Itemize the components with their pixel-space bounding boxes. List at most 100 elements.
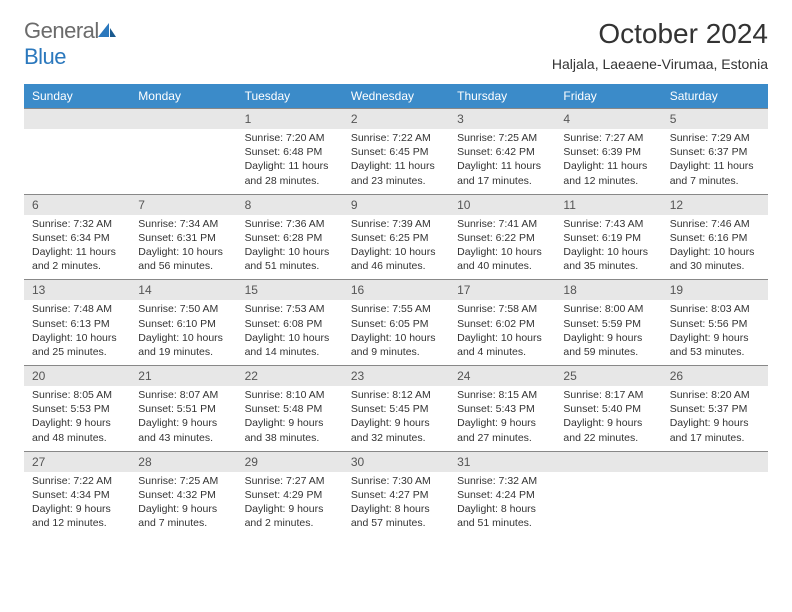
day-header: Tuesday <box>237 84 343 109</box>
day-details: Sunrise: 8:05 AMSunset: 5:53 PMDaylight:… <box>24 386 130 451</box>
sunset-text: Sunset: 4:34 PM <box>32 488 122 502</box>
calendar-cell: 15Sunrise: 7:53 AMSunset: 6:08 PMDayligh… <box>237 280 343 366</box>
sunset-text: Sunset: 6:37 PM <box>670 145 760 159</box>
sunset-text: Sunset: 6:25 PM <box>351 231 441 245</box>
sunset-text: Sunset: 6:39 PM <box>563 145 653 159</box>
day-details <box>24 129 130 187</box>
calendar-cell: 23Sunrise: 8:12 AMSunset: 5:45 PMDayligh… <box>343 366 449 452</box>
calendar-cell: 3Sunrise: 7:25 AMSunset: 6:42 PMDaylight… <box>449 109 555 195</box>
day-details: Sunrise: 8:20 AMSunset: 5:37 PMDaylight:… <box>662 386 768 451</box>
day-details: Sunrise: 8:03 AMSunset: 5:56 PMDaylight:… <box>662 300 768 365</box>
daylight-text: Daylight: 9 hours and 53 minutes. <box>670 331 760 359</box>
calendar-week-row: 6Sunrise: 7:32 AMSunset: 6:34 PMDaylight… <box>24 194 768 280</box>
day-details: Sunrise: 8:15 AMSunset: 5:43 PMDaylight:… <box>449 386 555 451</box>
sunrise-text: Sunrise: 8:03 AM <box>670 302 760 316</box>
calendar-cell: 24Sunrise: 8:15 AMSunset: 5:43 PMDayligh… <box>449 366 555 452</box>
day-number: 19 <box>662 280 768 300</box>
sunrise-text: Sunrise: 7:43 AM <box>563 217 653 231</box>
day-number: 4 <box>555 109 661 129</box>
calendar-cell: 19Sunrise: 8:03 AMSunset: 5:56 PMDayligh… <box>662 280 768 366</box>
day-details: Sunrise: 7:48 AMSunset: 6:13 PMDaylight:… <box>24 300 130 365</box>
sunrise-text: Sunrise: 7:58 AM <box>457 302 547 316</box>
day-number: 20 <box>24 366 130 386</box>
day-details: Sunrise: 7:20 AMSunset: 6:48 PMDaylight:… <box>237 129 343 194</box>
sunset-text: Sunset: 5:45 PM <box>351 402 441 416</box>
day-details: Sunrise: 7:32 AMSunset: 4:24 PMDaylight:… <box>449 472 555 537</box>
day-header: Friday <box>555 84 661 109</box>
sunset-text: Sunset: 6:19 PM <box>563 231 653 245</box>
title-block: October 2024 Haljala, Laeaene-Virumaa, E… <box>552 18 768 80</box>
day-details: Sunrise: 7:32 AMSunset: 6:34 PMDaylight:… <box>24 215 130 280</box>
daylight-text: Daylight: 8 hours and 57 minutes. <box>351 502 441 530</box>
day-details <box>555 472 661 530</box>
calendar-cell: 13Sunrise: 7:48 AMSunset: 6:13 PMDayligh… <box>24 280 130 366</box>
sunrise-text: Sunrise: 7:30 AM <box>351 474 441 488</box>
sunrise-text: Sunrise: 8:10 AM <box>245 388 335 402</box>
logo-general-text: General <box>24 18 99 43</box>
day-number: 9 <box>343 195 449 215</box>
sunrise-text: Sunrise: 7:32 AM <box>32 217 122 231</box>
day-number <box>24 109 130 129</box>
calendar-cell: 8Sunrise: 7:36 AMSunset: 6:28 PMDaylight… <box>237 194 343 280</box>
sunrise-text: Sunrise: 7:29 AM <box>670 131 760 145</box>
sunset-text: Sunset: 5:51 PM <box>138 402 228 416</box>
calendar-cell: 7Sunrise: 7:34 AMSunset: 6:31 PMDaylight… <box>130 194 236 280</box>
daylight-text: Daylight: 10 hours and 19 minutes. <box>138 331 228 359</box>
sunrise-text: Sunrise: 7:34 AM <box>138 217 228 231</box>
calendar-cell: 29Sunrise: 7:27 AMSunset: 4:29 PMDayligh… <box>237 451 343 536</box>
calendar-cell: 4Sunrise: 7:27 AMSunset: 6:39 PMDaylight… <box>555 109 661 195</box>
sunset-text: Sunset: 6:34 PM <box>32 231 122 245</box>
day-number: 6 <box>24 195 130 215</box>
day-number <box>130 109 236 129</box>
daylight-text: Daylight: 9 hours and 48 minutes. <box>32 416 122 444</box>
sunrise-text: Sunrise: 8:05 AM <box>32 388 122 402</box>
day-number: 26 <box>662 366 768 386</box>
calendar-cell: 12Sunrise: 7:46 AMSunset: 6:16 PMDayligh… <box>662 194 768 280</box>
sunrise-text: Sunrise: 7:46 AM <box>670 217 760 231</box>
sunset-text: Sunset: 5:48 PM <box>245 402 335 416</box>
day-number: 8 <box>237 195 343 215</box>
day-number: 12 <box>662 195 768 215</box>
day-details: Sunrise: 7:39 AMSunset: 6:25 PMDaylight:… <box>343 215 449 280</box>
day-details: Sunrise: 8:17 AMSunset: 5:40 PMDaylight:… <box>555 386 661 451</box>
calendar-cell: 18Sunrise: 8:00 AMSunset: 5:59 PMDayligh… <box>555 280 661 366</box>
calendar-cell: 22Sunrise: 8:10 AMSunset: 5:48 PMDayligh… <box>237 366 343 452</box>
location-text: Haljala, Laeaene-Virumaa, Estonia <box>552 56 768 72</box>
sunset-text: Sunset: 6:05 PM <box>351 317 441 331</box>
daylight-text: Daylight: 10 hours and 30 minutes. <box>670 245 760 273</box>
day-number: 1 <box>237 109 343 129</box>
daylight-text: Daylight: 11 hours and 17 minutes. <box>457 159 547 187</box>
day-details: Sunrise: 8:07 AMSunset: 5:51 PMDaylight:… <box>130 386 236 451</box>
day-number: 18 <box>555 280 661 300</box>
day-number: 17 <box>449 280 555 300</box>
calendar-week-row: 1Sunrise: 7:20 AMSunset: 6:48 PMDaylight… <box>24 109 768 195</box>
calendar-cell: 10Sunrise: 7:41 AMSunset: 6:22 PMDayligh… <box>449 194 555 280</box>
sunset-text: Sunset: 6:08 PM <box>245 317 335 331</box>
day-header: Monday <box>130 84 236 109</box>
sunrise-text: Sunrise: 7:53 AM <box>245 302 335 316</box>
calendar-cell: 30Sunrise: 7:30 AMSunset: 4:27 PMDayligh… <box>343 451 449 536</box>
day-number: 5 <box>662 109 768 129</box>
day-number: 10 <box>449 195 555 215</box>
sunrise-text: Sunrise: 7:36 AM <box>245 217 335 231</box>
sunset-text: Sunset: 5:59 PM <box>563 317 653 331</box>
calendar-cell: 27Sunrise: 7:22 AMSunset: 4:34 PMDayligh… <box>24 451 130 536</box>
calendar-cell <box>662 451 768 536</box>
calendar-cell: 25Sunrise: 8:17 AMSunset: 5:40 PMDayligh… <box>555 366 661 452</box>
day-details: Sunrise: 7:29 AMSunset: 6:37 PMDaylight:… <box>662 129 768 194</box>
sunrise-text: Sunrise: 7:50 AM <box>138 302 228 316</box>
sunset-text: Sunset: 6:42 PM <box>457 145 547 159</box>
day-details: Sunrise: 7:30 AMSunset: 4:27 PMDaylight:… <box>343 472 449 537</box>
sunrise-text: Sunrise: 7:25 AM <box>138 474 228 488</box>
daylight-text: Daylight: 9 hours and 2 minutes. <box>245 502 335 530</box>
day-details <box>130 129 236 187</box>
calendar-week-row: 27Sunrise: 7:22 AMSunset: 4:34 PMDayligh… <box>24 451 768 536</box>
day-details: Sunrise: 7:27 AMSunset: 4:29 PMDaylight:… <box>237 472 343 537</box>
sunrise-text: Sunrise: 8:17 AM <box>563 388 653 402</box>
day-header-row: Sunday Monday Tuesday Wednesday Thursday… <box>24 84 768 109</box>
logo: General Blue <box>24 18 117 70</box>
daylight-text: Daylight: 9 hours and 27 minutes. <box>457 416 547 444</box>
daylight-text: Daylight: 8 hours and 51 minutes. <box>457 502 547 530</box>
day-details: Sunrise: 7:27 AMSunset: 6:39 PMDaylight:… <box>555 129 661 194</box>
calendar-cell: 26Sunrise: 8:20 AMSunset: 5:37 PMDayligh… <box>662 366 768 452</box>
